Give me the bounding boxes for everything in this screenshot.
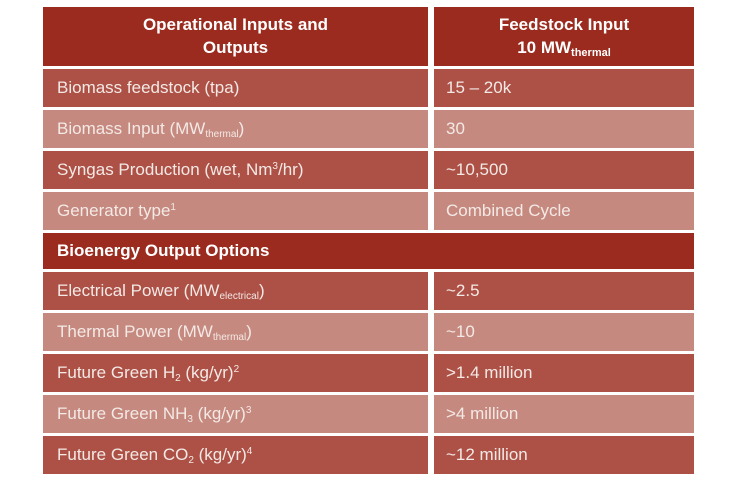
row-label-cell: Thermal Power (MWthermal)	[43, 313, 428, 351]
row-value: Combined Cycle	[446, 201, 571, 220]
label-text: Syngas Production (wet, Nm	[57, 160, 273, 179]
label-text: (kg/yr)	[180, 363, 234, 382]
label-text: )	[246, 322, 252, 341]
table-row: Future Green NH3 (kg/yr)3 >4 million	[43, 395, 694, 433]
row-value-cell: ~2.5	[434, 272, 694, 310]
row-value-cell: >4 million	[434, 395, 694, 433]
row-label-cell: Biomass Input (MWthermal)	[43, 110, 428, 148]
table-row: Biomass Input (MWthermal) 30	[43, 110, 694, 148]
label-subscript: thermal	[205, 129, 239, 140]
row-value-cell: ~10	[434, 313, 694, 351]
header-col2-subscript: thermal	[571, 46, 611, 59]
row-value-cell: 15 – 20k	[434, 69, 694, 107]
row-value-cell: Combined Cycle	[434, 192, 694, 230]
table-row: Future Green CO2 (kg/yr)4 ~12 million	[43, 436, 694, 474]
label-supscript: 1	[170, 202, 176, 213]
label-supscript: 4	[246, 446, 253, 457]
row-label: Electrical Power (MWelectrical)	[57, 281, 265, 302]
row-value: ~12 million	[446, 445, 528, 464]
row-label-cell: Generator type1	[43, 192, 428, 230]
label-text: Generator type	[57, 201, 171, 220]
table-row: Electrical Power (MWelectrical) ~2.5	[43, 272, 694, 310]
row-value-cell: ~12 million	[434, 436, 694, 474]
row-label: Thermal Power (MWthermal)	[57, 322, 252, 343]
label-subscript: 2	[175, 373, 181, 384]
row-label: Future Green H2 (kg/yr)2	[57, 363, 240, 384]
table-row: Biomass feedstock (tpa) 15 – 20k	[43, 69, 694, 107]
table-header-row: Operational Inputs and Outputs Feedstock…	[43, 7, 694, 66]
label-text: (kg/yr)	[192, 404, 246, 423]
header-col1-line1: Operational Inputs and	[142, 15, 329, 35]
header-col2-line2: 10 MWthermal	[517, 37, 611, 59]
row-value: >4 million	[446, 404, 519, 423]
row-label-cell: Biomass feedstock (tpa)	[43, 69, 428, 107]
row-label: Future Green NH3 (kg/yr)3	[57, 404, 252, 425]
operational-io-table: Operational Inputs and Outputs Feedstock…	[43, 7, 694, 474]
label-supscript: 3	[272, 161, 278, 172]
row-value: >1.4 million	[446, 363, 533, 382]
header-cell-feedstock-input: Feedstock Input 10 MWthermal	[434, 7, 694, 66]
label-supscript: 3	[245, 405, 252, 416]
label-text: Biomass feedstock (tpa)	[57, 78, 240, 97]
label-subscript: electrical	[219, 291, 259, 302]
row-label: Biomass feedstock (tpa)	[57, 78, 239, 98]
table-row: Future Green H2 (kg/yr)2 >1.4 million	[43, 354, 694, 392]
row-value-cell: 30	[434, 110, 694, 148]
row-value: ~2.5	[446, 281, 480, 300]
header-col1-line2: Outputs	[202, 37, 269, 57]
label-text: Future Green CO	[57, 445, 189, 464]
label-subscript: 2	[188, 455, 194, 466]
table-row: Thermal Power (MWthermal) ~10	[43, 313, 694, 351]
label-text: )	[238, 119, 245, 138]
row-value: ~10	[446, 322, 475, 341]
row-value: 30	[446, 119, 465, 138]
row-label-cell: Future Green H2 (kg/yr)2	[43, 354, 428, 392]
header-col2-line1: Feedstock Input	[498, 15, 630, 35]
row-value: ~10,500	[446, 160, 508, 179]
header-cell-operational-inputs: Operational Inputs and Outputs	[43, 7, 428, 66]
row-value-cell: ~10,500	[434, 151, 694, 189]
label-text: Thermal Power (MW	[57, 322, 213, 341]
label-text: Future Green NH	[57, 404, 188, 423]
row-label: Syngas Production (wet, Nm3/hr)	[57, 160, 303, 180]
label-text: /hr)	[277, 160, 304, 179]
row-label: Generator type1	[57, 201, 176, 221]
row-label-cell: Syngas Production (wet, Nm3/hr)	[43, 151, 428, 189]
row-label-cell: Future Green CO2 (kg/yr)4	[43, 436, 428, 474]
label-text: Biomass Input (MW	[57, 119, 206, 138]
label-text: Bioenergy Output Options	[57, 241, 270, 260]
table-row: Generator type1 Combined Cycle	[43, 192, 694, 230]
label-text: (kg/yr)	[193, 445, 247, 464]
table-row: Syngas Production (wet, Nm3/hr) ~10,500	[43, 151, 694, 189]
row-label-cell: Electrical Power (MWelectrical)	[43, 272, 428, 310]
section-header-row: Bioenergy Output Options	[43, 233, 694, 269]
row-value-cell: >1.4 million	[434, 354, 694, 392]
label-supscript: 2	[233, 364, 240, 375]
label-subscript: 3	[187, 414, 193, 425]
row-label-cell: Future Green NH3 (kg/yr)3	[43, 395, 428, 433]
label-text: )	[258, 281, 265, 300]
label-text: Electrical Power (MW	[57, 281, 220, 300]
row-value: 15 – 20k	[446, 78, 512, 97]
label-subscript: thermal	[212, 332, 247, 343]
label-text: Future Green H	[57, 363, 176, 382]
row-label: Biomass Input (MWthermal)	[57, 119, 245, 140]
row-label: Future Green CO2 (kg/yr)4	[57, 445, 253, 466]
section-header-label: Bioenergy Output Options	[57, 241, 270, 261]
header-col2-value: 10 MW	[517, 37, 572, 57]
